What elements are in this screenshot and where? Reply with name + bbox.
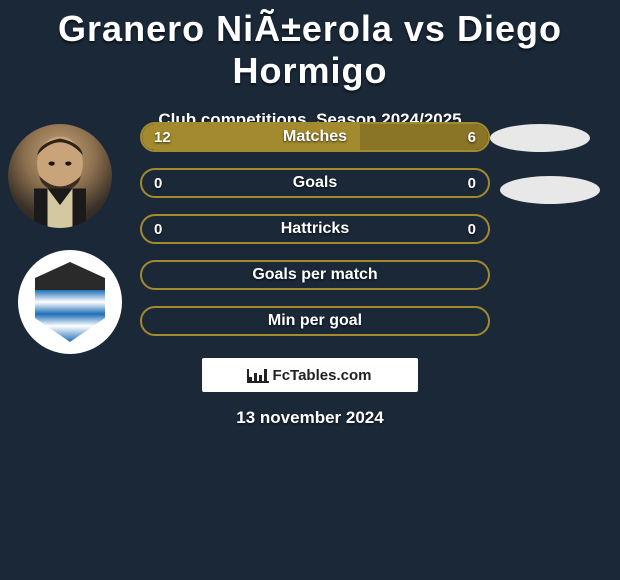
stat-label: Matches (142, 124, 488, 150)
stat-label: Hattricks (142, 216, 488, 242)
watermark: FcTables.com (202, 358, 418, 392)
watermark-text: FcTables.com (273, 367, 372, 384)
club-logo (18, 250, 122, 354)
stat-right-value: 6 (468, 124, 476, 150)
stat-left-value: 12 (154, 124, 171, 150)
stat-row-goals-per-match: Goals per match (140, 260, 490, 290)
stat-row-goals: Goals0 0 (140, 168, 490, 198)
stat-right-value: 0 (468, 170, 476, 196)
page-title: Granero NiÃ±erola vs Diego Hormigo (0, 0, 620, 92)
player-left-avatar (8, 124, 112, 228)
stat-row-hattricks: Hattricks0 0 (140, 214, 490, 244)
stats-container: Matches126Goals00Hattricks00Goals per ma… (140, 122, 490, 352)
stat-label: Min per goal (142, 308, 488, 334)
stat-right-value: 0 (468, 216, 476, 242)
player-right-avatar-placeholder-1 (490, 124, 590, 152)
club-crest-icon (35, 262, 105, 342)
stat-label: Goals (142, 170, 488, 196)
stat-row-min-per-goal: Min per goal (140, 306, 490, 336)
stat-left-value: 0 (154, 170, 162, 196)
date-label: 13 november 2024 (0, 408, 620, 428)
player-right-avatar-placeholder-2 (500, 176, 600, 204)
player-face-icon (8, 124, 112, 228)
chart-icon (249, 367, 267, 383)
stat-label: Goals per match (142, 262, 488, 288)
stat-row-matches: Matches12 6 (140, 122, 490, 152)
stat-left-value: 0 (154, 216, 162, 242)
